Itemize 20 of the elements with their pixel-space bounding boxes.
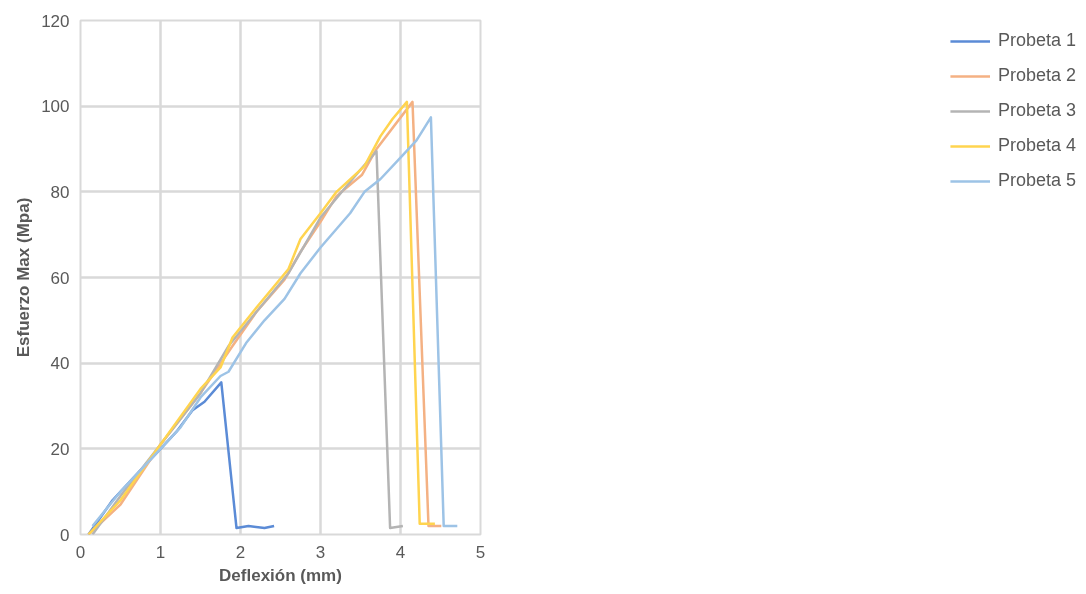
legend-label: Probeta 4 bbox=[997, 135, 1076, 156]
x-tick-label: 0 bbox=[75, 542, 86, 562]
x-axis-title: Deflexión (mm) bbox=[219, 565, 342, 585]
x-tick-label: 2 bbox=[235, 542, 246, 562]
y-axis-title: Esfuerzo Max (Mpa) bbox=[14, 197, 34, 358]
x-tick-label: 5 bbox=[475, 542, 486, 562]
y-tick-label: 60 bbox=[50, 268, 70, 288]
legend-label: Probeta 5 bbox=[997, 170, 1076, 191]
y-tick-label: 80 bbox=[50, 182, 70, 202]
y-tick-label: 40 bbox=[50, 354, 70, 374]
legend-label: Probeta 2 bbox=[997, 65, 1076, 86]
y-tick-label: 120 bbox=[41, 11, 70, 31]
y-tick-label: 20 bbox=[50, 439, 70, 459]
legend-label: Probeta 3 bbox=[997, 100, 1076, 121]
x-tick-label: 4 bbox=[395, 542, 406, 562]
x-tick-label: 1 bbox=[155, 542, 166, 562]
legend-label: Probeta 1 bbox=[997, 30, 1076, 51]
y-tick-label: 0 bbox=[60, 525, 70, 545]
x-tick-label: 3 bbox=[315, 542, 326, 562]
y-tick-label: 100 bbox=[41, 97, 70, 117]
